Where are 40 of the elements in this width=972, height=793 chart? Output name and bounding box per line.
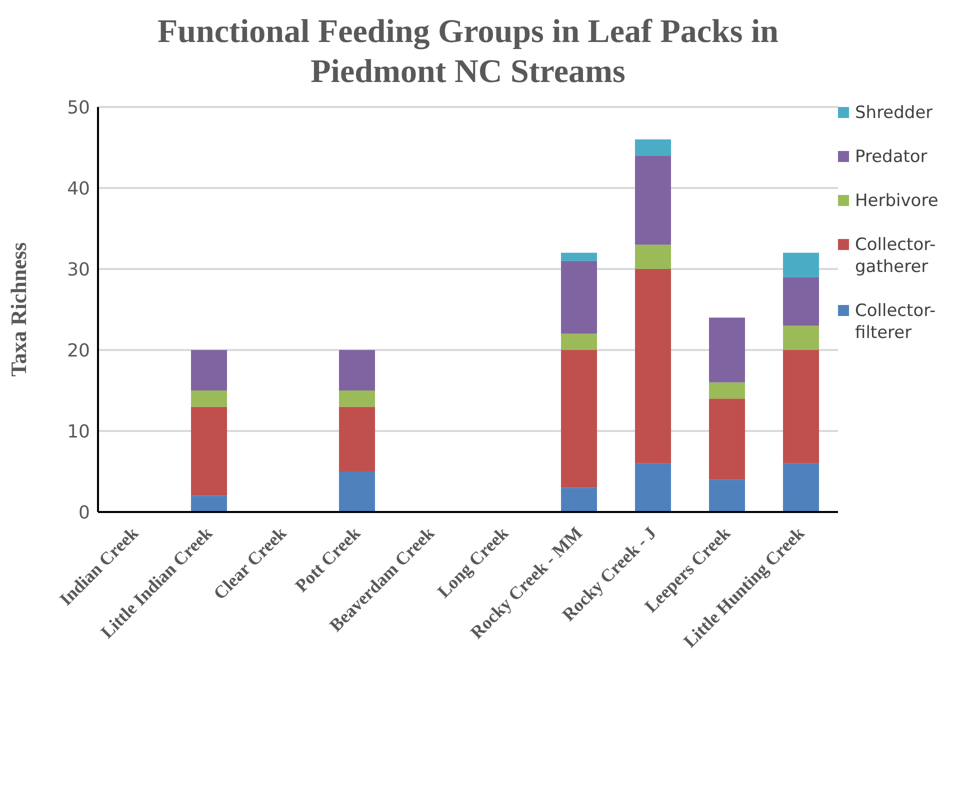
bar	[339, 350, 375, 390]
bar	[635, 463, 671, 512]
bar	[339, 390, 375, 407]
bar	[561, 252, 597, 261]
y-tick-label: 40	[67, 178, 90, 200]
bar	[709, 318, 745, 382]
bar	[561, 260, 597, 334]
legend-label: Predator	[855, 146, 928, 168]
y-tick-label: 30	[67, 259, 90, 280]
bar	[561, 350, 597, 488]
legend-label: Shredder	[855, 102, 934, 124]
y-axis-title: Taxa Richness	[6, 242, 31, 377]
bar	[191, 496, 227, 512]
bar	[783, 463, 819, 512]
bar	[561, 488, 597, 512]
bar	[191, 390, 227, 407]
legend-label: Collector-filterer	[855, 300, 937, 344]
chart-title: Functional Feeding Groups in Leaf Packs in Piedmont NC Streams	[156, 13, 780, 92]
legend-label: Collector-gatherer	[855, 234, 937, 278]
bar	[191, 350, 227, 390]
legend-label: Herbivore	[855, 190, 940, 212]
bar	[709, 382, 745, 399]
y-tick-label: 50	[67, 97, 90, 118]
bar	[783, 252, 819, 278]
bar	[191, 406, 227, 496]
bar	[709, 398, 745, 480]
y-tick-label: 10	[67, 421, 90, 442]
y-tick-label: 20	[67, 340, 90, 362]
bar	[635, 244, 671, 269]
bar	[709, 480, 745, 512]
y-tick-label: 0	[78, 502, 90, 524]
bar	[635, 269, 671, 464]
bar	[635, 156, 671, 245]
bar	[635, 139, 671, 156]
bar	[783, 350, 819, 464]
bar	[561, 334, 597, 350]
bar	[339, 472, 375, 512]
bar	[339, 406, 375, 472]
bar	[783, 326, 819, 350]
bar	[783, 277, 819, 326]
